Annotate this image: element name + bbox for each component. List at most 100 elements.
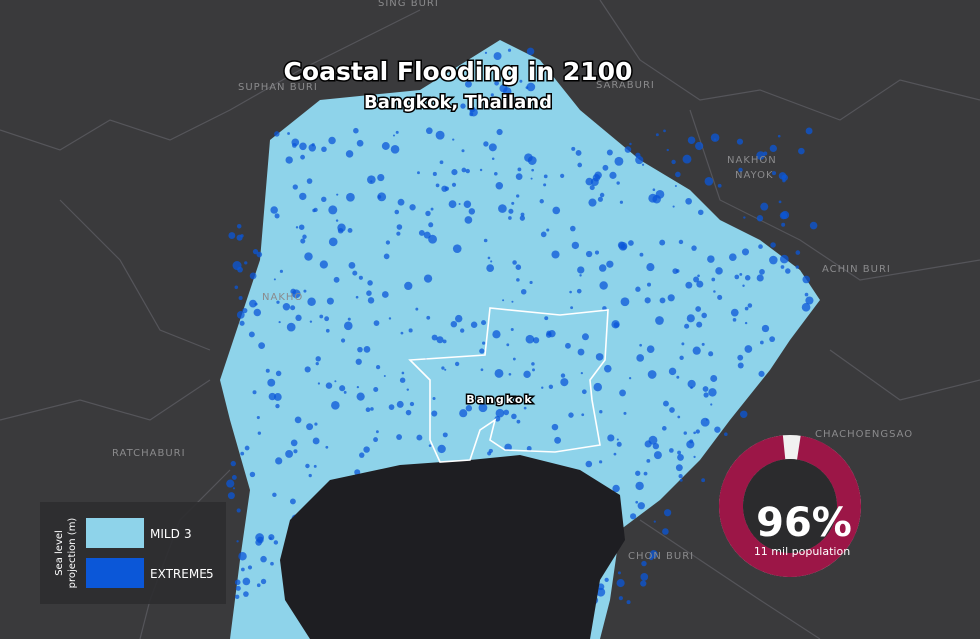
flood-speckle bbox=[575, 150, 582, 156]
flood-speckle bbox=[770, 242, 776, 248]
legend-label: EXTREME bbox=[150, 567, 207, 581]
flood-speckle bbox=[707, 255, 715, 263]
flood-speckle bbox=[525, 334, 535, 344]
flood-speckle bbox=[730, 308, 739, 317]
flood-speckle bbox=[432, 171, 437, 177]
flood-speckle bbox=[675, 464, 683, 472]
flood-speckle bbox=[324, 316, 330, 322]
flood-speckle bbox=[710, 403, 713, 406]
flood-speckle bbox=[363, 346, 371, 353]
flood-speckle bbox=[598, 264, 607, 272]
flood-speckle bbox=[487, 256, 491, 260]
flood-speckle bbox=[409, 401, 415, 407]
flood-speckle bbox=[668, 367, 677, 376]
flood-speckle bbox=[236, 311, 245, 319]
flood-speckle bbox=[589, 184, 595, 191]
flood-speckle bbox=[669, 448, 674, 453]
flood-speckle bbox=[616, 441, 622, 447]
flood-speckle bbox=[744, 345, 753, 353]
flood-speckle bbox=[275, 403, 280, 409]
flood-speckle bbox=[641, 560, 647, 567]
flood-speckle bbox=[313, 464, 317, 468]
flood-speckle bbox=[711, 277, 716, 282]
flood-speckle bbox=[737, 354, 744, 361]
flood-speckle bbox=[383, 253, 390, 260]
flood-speckle bbox=[595, 353, 604, 361]
flood-speckle bbox=[532, 368, 535, 372]
flood-speckle bbox=[273, 278, 276, 281]
flood-speckle bbox=[599, 281, 608, 290]
flood-speckle bbox=[353, 127, 359, 134]
flood-speckle bbox=[717, 294, 723, 300]
flood-speckle bbox=[442, 432, 448, 438]
flood-speckle bbox=[724, 432, 728, 436]
flood-speckle bbox=[480, 368, 484, 372]
flood-speckle bbox=[328, 237, 338, 247]
flood-speckle bbox=[695, 141, 704, 151]
flood-speckle bbox=[502, 299, 505, 302]
flood-speckle bbox=[540, 231, 547, 238]
flood-speckle bbox=[356, 139, 364, 147]
flood-speckle bbox=[570, 225, 576, 232]
flood-speckle bbox=[304, 366, 311, 373]
flood-speckle bbox=[554, 436, 562, 444]
map-subtitle: Bangkok, Thailand bbox=[364, 92, 552, 113]
flood-speckle bbox=[260, 578, 267, 585]
flood-speckle bbox=[612, 484, 620, 493]
flood-speckle bbox=[408, 328, 413, 333]
flood-speckle bbox=[406, 388, 409, 391]
flood-speckle bbox=[569, 290, 572, 294]
flood-speckle bbox=[388, 317, 392, 320]
flood-speckle bbox=[377, 173, 385, 182]
flood-speckle bbox=[328, 205, 338, 215]
flood-speckle bbox=[503, 409, 510, 416]
flood-speckle bbox=[460, 328, 465, 333]
flood-speckle bbox=[395, 130, 399, 134]
flood-speckle bbox=[759, 340, 764, 345]
flood-speckle bbox=[469, 112, 474, 117]
flood-speckle bbox=[732, 318, 737, 322]
flood-speckle bbox=[242, 307, 248, 314]
flood-speckle bbox=[579, 274, 582, 277]
flood-speckle bbox=[603, 364, 612, 373]
flood-speckle bbox=[303, 289, 307, 293]
flood-speckle bbox=[357, 346, 363, 353]
flood-speckle bbox=[328, 136, 336, 145]
flood-speckle bbox=[430, 207, 434, 211]
flood-speckle bbox=[425, 210, 431, 217]
flood-speckle bbox=[695, 306, 702, 312]
flood-speckle bbox=[672, 205, 675, 208]
flood-speckle bbox=[737, 362, 744, 369]
flood-speckle bbox=[289, 498, 296, 505]
flood-speckle bbox=[700, 417, 710, 427]
flood-speckle bbox=[235, 594, 240, 599]
flood-speckle bbox=[527, 156, 537, 165]
flood-speckle bbox=[287, 132, 290, 135]
flood-speckle bbox=[275, 370, 282, 377]
flood-speckle bbox=[599, 192, 605, 198]
flood-speckle bbox=[326, 297, 334, 305]
flood-speckle bbox=[639, 343, 642, 347]
flood-speckle bbox=[482, 341, 486, 345]
flood-speckle bbox=[652, 188, 656, 192]
flood-speckle bbox=[743, 216, 746, 219]
flood-speckle bbox=[530, 177, 533, 180]
flood-speckle bbox=[426, 315, 431, 320]
flood-speckle bbox=[240, 451, 245, 456]
flood-speckle bbox=[602, 164, 609, 171]
flood-speckle bbox=[617, 571, 621, 575]
legend-value: 3 bbox=[184, 527, 192, 541]
flood-speckle bbox=[492, 330, 501, 339]
flood-speckle bbox=[512, 357, 516, 361]
flood-speckle bbox=[231, 474, 237, 480]
flood-speckle bbox=[653, 520, 656, 523]
flood-speckle bbox=[272, 492, 277, 498]
flood-speckle bbox=[392, 134, 396, 137]
flood-speckle bbox=[546, 330, 552, 336]
flood-speckle bbox=[614, 156, 624, 166]
flood-speckle bbox=[674, 184, 677, 188]
flood-speckle bbox=[268, 392, 277, 401]
flood-speckle bbox=[381, 291, 389, 298]
flood-speckle bbox=[315, 362, 319, 366]
flood-speckle bbox=[616, 181, 620, 185]
